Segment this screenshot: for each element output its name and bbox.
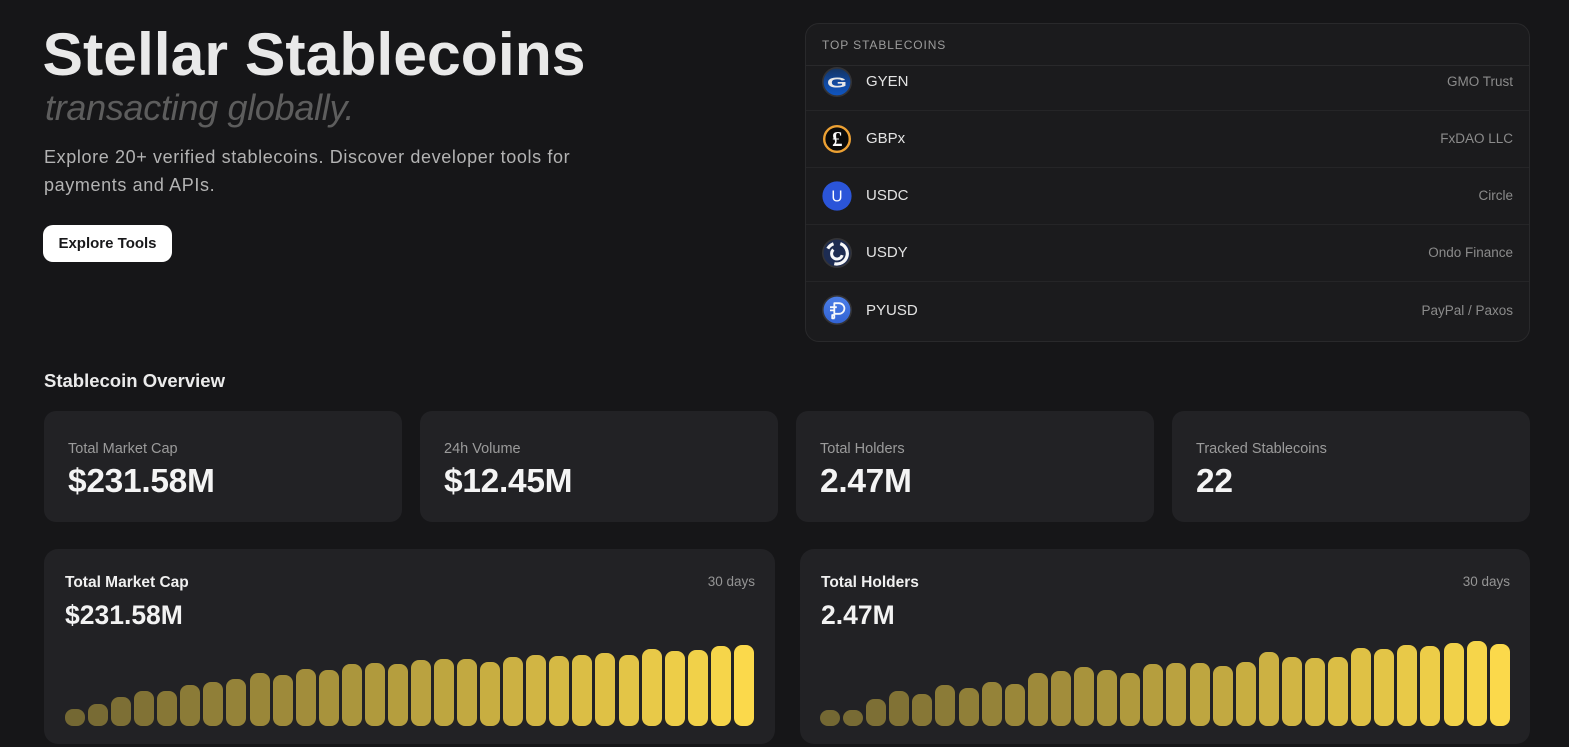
svg-text:U: U	[831, 188, 842, 205]
svg-text:£: £	[832, 127, 843, 151]
svg-text:G: G	[827, 74, 847, 90]
